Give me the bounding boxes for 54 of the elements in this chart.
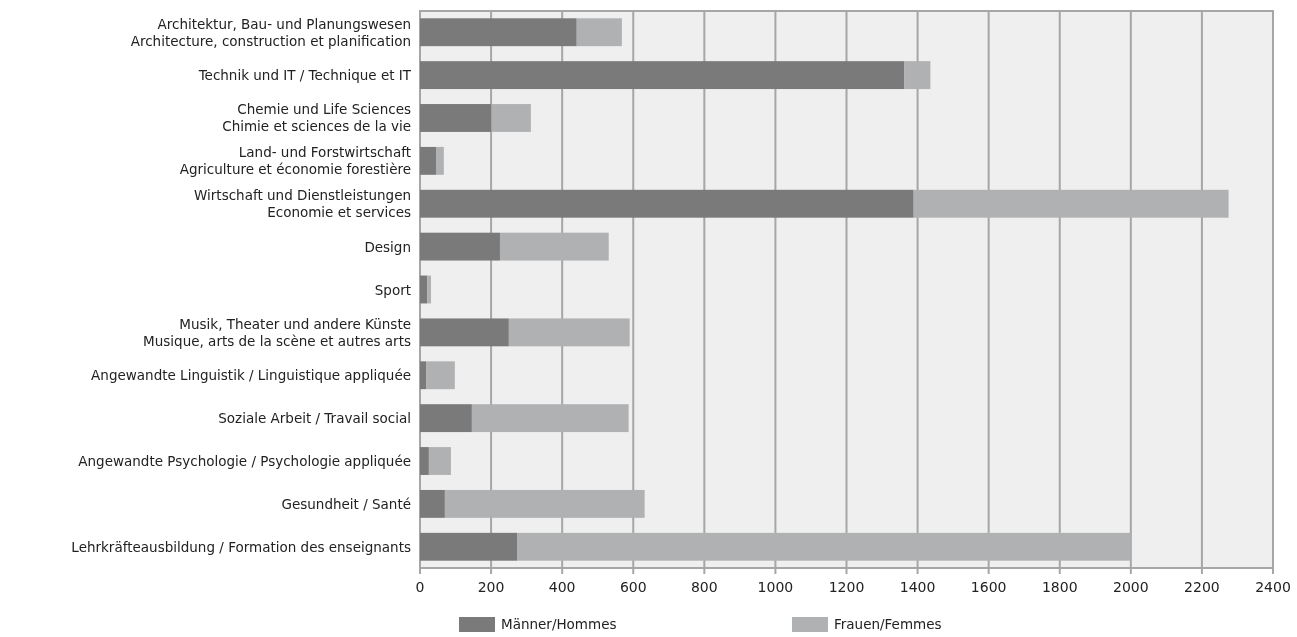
y-tick-label: Musik, Theater und andere Künste Musique, arts de la scène et autres arts: [143, 315, 411, 349]
x-tick-label: 2400: [1255, 579, 1291, 595]
bar: [517, 532, 1131, 561]
bar: [420, 532, 518, 561]
y-tick-label: Angewandte Psychologie / Psychologie appliquée: [78, 453, 411, 470]
bar: [420, 404, 472, 433]
x-tick-label: 800: [690, 579, 718, 595]
bar: [420, 318, 509, 347]
bar: [420, 61, 905, 90]
bar: [508, 318, 630, 347]
x-tick-label: 1200: [828, 579, 865, 595]
bar: [420, 189, 914, 218]
bar: [426, 361, 455, 390]
x-tick-label: 2200: [1184, 579, 1220, 595]
bar: [471, 404, 629, 433]
bar: [420, 275, 428, 304]
x-tick-label: 1800: [1041, 579, 1078, 595]
bar: [444, 489, 645, 518]
y-tick-label: Lehrkräfteausbildung / Formation des enseignants: [71, 538, 411, 555]
y-tick-label: Soziale Arbeit / Travail social: [218, 410, 411, 427]
y-tick-label: Sport: [374, 281, 411, 298]
x-tick-label: 1600: [970, 579, 1007, 595]
bar: [491, 104, 531, 132]
y-tick-label: Wirtschaft und Dienstleistungen Economie et services: [193, 187, 411, 221]
bar: [420, 489, 445, 518]
x-tick-label: 400: [548, 579, 576, 595]
y-tick-label: Architektur, Bau- und Planungswesen Architecture, construction et planification: [130, 15, 411, 49]
bar: [420, 18, 577, 47]
bar: [420, 361, 427, 390]
x-tick-label: 1000: [757, 579, 794, 595]
bar: [420, 104, 492, 132]
bar: [904, 61, 931, 90]
y-tick-label: Land- und Forstwirtschaft Agriculture et économie forestière: [179, 144, 411, 178]
y-tick-label: Design: [364, 238, 411, 255]
y-tick-label: Angewandte Linguistik / Linguistique appliquée: [91, 367, 411, 384]
bar: [428, 447, 451, 475]
y-tick-label: Gesundheit / Santé: [281, 495, 411, 512]
bar: [499, 232, 609, 261]
legend-label: Frauen/Femmes: [834, 616, 942, 632]
bar: [420, 447, 429, 475]
y-tick-label: Technik und IT / Technique et IT: [197, 67, 412, 84]
bar: [913, 189, 1229, 218]
legend-label: Männer/Hommes: [501, 616, 617, 632]
bar: [435, 146, 444, 175]
bar: [420, 232, 500, 261]
y-tick-label: Chemie und Life Sciences Chimie et sciences de la vie: [222, 101, 411, 135]
bar: [420, 146, 436, 175]
bar: [576, 18, 622, 47]
x-tick-label: 0: [415, 579, 425, 595]
x-tick-label: 200: [477, 579, 505, 595]
x-tick-label: 1400: [899, 579, 936, 595]
x-tick-label: 600: [619, 579, 647, 595]
x-tick-label: 2000: [1113, 579, 1149, 595]
bar: [427, 275, 432, 304]
